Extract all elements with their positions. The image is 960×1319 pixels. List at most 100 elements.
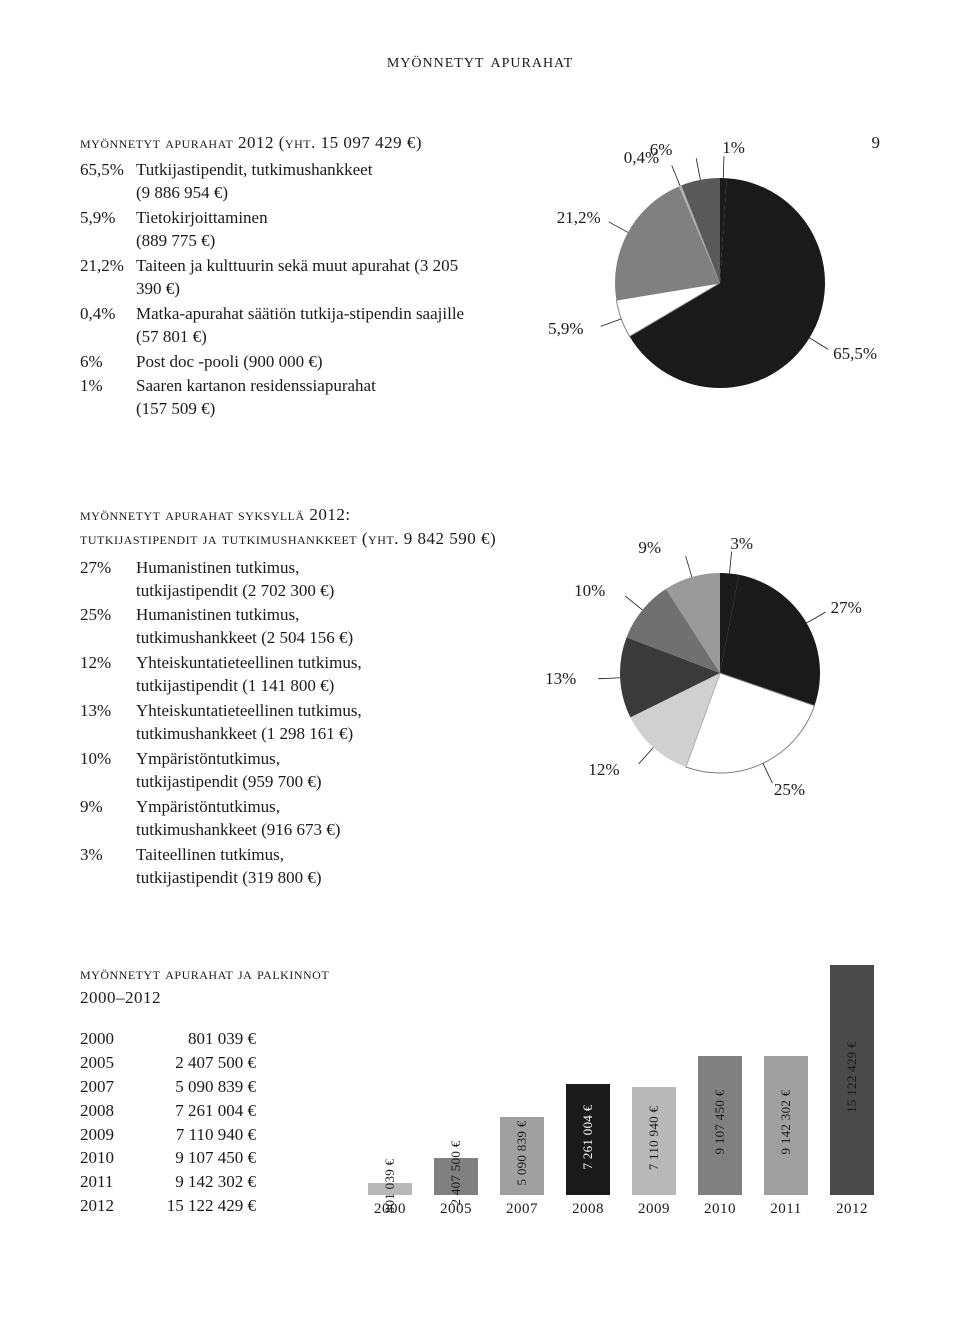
legend-subline: (9 886 954 €) bbox=[136, 182, 480, 205]
legend-percent: 6% bbox=[80, 351, 136, 374]
legend-percent: 3% bbox=[80, 844, 136, 890]
chart-area-2: 3%27%25%12%13%10%9% bbox=[500, 503, 880, 892]
pie-leader-line bbox=[723, 156, 724, 178]
pie-leader-line bbox=[807, 612, 826, 623]
bar-column: 15 122 429 € 2012 bbox=[824, 965, 880, 1218]
amount-label: 9 142 302 € bbox=[136, 1170, 256, 1194]
bar-rect: 7 261 004 € bbox=[566, 1084, 610, 1194]
bar-value-label: 801 039 € bbox=[382, 1158, 398, 1213]
bar-column: 9 142 302 €2011 bbox=[758, 1056, 814, 1218]
legend-subline: (889 775 €) bbox=[136, 230, 480, 253]
legend-subline: (157 509 €) bbox=[136, 398, 480, 421]
year-amount-row: 2000801 039 € bbox=[80, 1027, 332, 1051]
legend-row: 25%Humanistinen tutkimus,tutkimushankkee… bbox=[80, 604, 500, 650]
bar-year-label: 2009 bbox=[638, 1201, 670, 1218]
legend-row: 3%Taiteellinen tutkimus,tutkijastipendit… bbox=[80, 844, 500, 890]
year-label: 2010 bbox=[80, 1146, 136, 1170]
legend-percent: 1% bbox=[80, 375, 136, 421]
section-3-title: myönnetyt apurahat ja palkinnot 2000–201… bbox=[80, 962, 332, 1010]
year-label: 2008 bbox=[80, 1099, 136, 1123]
legend-label: Matka-apurahat säätiön tutkija-stipendin… bbox=[136, 303, 480, 349]
section-2-title: myönnetyt apurahat syksyllä 2012: tutkij… bbox=[80, 503, 500, 551]
bar-year-label: 2010 bbox=[704, 1201, 736, 1218]
legend-row: 65,5%Tutkijastipendit, tutkimushankkeet(… bbox=[80, 159, 480, 205]
legend-percent: 13% bbox=[80, 700, 136, 746]
legend-percent: 10% bbox=[80, 748, 136, 794]
legend-percent: 27% bbox=[80, 557, 136, 603]
bar-year-label: 2007 bbox=[506, 1201, 538, 1218]
bar-value-label: 15 122 429 € bbox=[844, 1041, 860, 1113]
year-amount-row: 20119 142 302 € bbox=[80, 1170, 332, 1194]
legend-label: Post doc -pooli (900 000 €) bbox=[136, 351, 480, 374]
legend-label: Yhteiskuntatieteellinen tutkimus,tutkimu… bbox=[136, 700, 500, 746]
pie-leader-line bbox=[763, 763, 772, 783]
legend-row: 12%Yhteiskuntatieteellinen tutkimus,tutk… bbox=[80, 652, 500, 698]
bar-chart: 801 039 €2000 2 407 500 €2005 5 090 839 € 2… bbox=[332, 962, 880, 1222]
legend-label: Tietokirjoittaminen(889 775 €) bbox=[136, 207, 480, 253]
section-3-title-line1: myönnetyt apurahat ja palkinnot bbox=[80, 964, 329, 983]
legend-row: 21,2%Taiteen ja kulttuurin sekä muut apu… bbox=[80, 255, 480, 301]
amount-label: 2 407 500 € bbox=[136, 1051, 256, 1075]
bar-rect: 5 090 839 € bbox=[500, 1117, 544, 1194]
amount-label: 7 110 940 € bbox=[136, 1123, 256, 1147]
pie-slice-label: 13% bbox=[545, 669, 576, 689]
legend-label: Taiteellinen tutkimus,tutkijastipendit (… bbox=[136, 844, 500, 890]
section-2-title-line2: tutkijastipendit ja tutkimushankkeet (yh… bbox=[80, 529, 496, 548]
legend-row: 0,4%Matka-apurahat säätiön tutkija-stipe… bbox=[80, 303, 480, 349]
amount-label: 7 261 004 € bbox=[136, 1099, 256, 1123]
pie-leader-line bbox=[625, 596, 642, 610]
year-amount-row: 20087 261 004 € bbox=[80, 1099, 332, 1123]
legend-subline: tutkijastipendit (959 700 €) bbox=[136, 771, 500, 794]
pie-leader-line bbox=[696, 158, 700, 180]
pie-slice-label: 10% bbox=[574, 581, 605, 601]
pie-leader-line bbox=[598, 678, 620, 679]
pie-slice-label: 9% bbox=[638, 538, 661, 558]
legend-subline: tutkijastipendit (1 141 800 €) bbox=[136, 675, 500, 698]
year-label: 2007 bbox=[80, 1075, 136, 1099]
legend-3: myönnetyt apurahat ja palkinnot 2000–201… bbox=[80, 962, 332, 1222]
legend-2: myönnetyt apurahat syksyllä 2012: tutkij… bbox=[80, 503, 500, 892]
section-2-title-line1: myönnetyt apurahat syksyllä 2012: bbox=[80, 505, 351, 524]
year-label: 2011 bbox=[80, 1170, 136, 1194]
bar-value-label: 5 090 839 € bbox=[514, 1120, 530, 1185]
legend-row: 27%Humanistinen tutkimus,tutkijastipendi… bbox=[80, 557, 500, 603]
pie-slice-label: 12% bbox=[588, 760, 619, 780]
bar-rect: 15 122 429 € bbox=[830, 965, 874, 1195]
section-1-title: myönnetyt apurahat 2012 (yht. 15 097 429… bbox=[80, 133, 480, 153]
legend-label: Tutkijastipendit, tutkimushankkeet(9 886… bbox=[136, 159, 480, 205]
pie-slice-label: 3% bbox=[730, 534, 753, 554]
bar-column: 801 039 €2000 bbox=[362, 1183, 418, 1218]
bar-value-label: 7 110 940 € bbox=[646, 1105, 662, 1170]
pie-slice-label: 27% bbox=[831, 598, 862, 618]
legend-row: 5,9%Tietokirjoittaminen(889 775 €) bbox=[80, 207, 480, 253]
pie-leader-line bbox=[686, 556, 692, 577]
pie-slice-label: 1% bbox=[722, 138, 745, 158]
legend-row: 10%Ympäristöntutkimus,tutkijastipendit (… bbox=[80, 748, 500, 794]
pie-slice-label: 21,2% bbox=[557, 208, 601, 228]
legend-percent: 9% bbox=[80, 796, 136, 842]
year-label: 2009 bbox=[80, 1123, 136, 1147]
year-amount-row: 20109 107 450 € bbox=[80, 1146, 332, 1170]
bar-year-label: 2012 bbox=[836, 1201, 868, 1218]
pie-leader-line bbox=[810, 338, 829, 349]
year-label: 2000 bbox=[80, 1027, 136, 1051]
bar-value-label: 9 142 302 € bbox=[778, 1090, 794, 1155]
legend-label: Saaren kartanon residenssiapurahat(157 5… bbox=[136, 375, 480, 421]
year-label: 2005 bbox=[80, 1051, 136, 1075]
bar-value-label: 9 107 450 € bbox=[712, 1090, 728, 1155]
year-amount-row: 20075 090 839 € bbox=[80, 1075, 332, 1099]
bar-rect: 9 107 450 € bbox=[698, 1056, 742, 1195]
legend-label: Yhteiskuntatieteellinen tutkimus,tutkija… bbox=[136, 652, 500, 698]
section-grants-2012: myönnetyt apurahat 2012 (yht. 15 097 429… bbox=[80, 133, 880, 443]
bar-rect: 2 407 500 € bbox=[434, 1158, 478, 1195]
pie-slice-label: 65,5% bbox=[833, 344, 877, 364]
bar-rect: 7 110 940 € bbox=[632, 1087, 676, 1195]
legend-label: Taiteen ja kulttuurin sekä muut apurahat… bbox=[136, 255, 480, 301]
bar-column: 5 090 839 € 2007 bbox=[494, 1117, 550, 1217]
legend-percent: 5,9% bbox=[80, 207, 136, 253]
bar-column: 7 261 004 €2008 bbox=[560, 1084, 616, 1217]
bar-column: 2 407 500 €2005 bbox=[428, 1158, 484, 1218]
legend-label: Humanistinen tutkimus,tutkijastipendit (… bbox=[136, 557, 500, 603]
pie-slice-label: 5,9% bbox=[548, 319, 583, 339]
year-amount-row: 20052 407 500 € bbox=[80, 1051, 332, 1075]
